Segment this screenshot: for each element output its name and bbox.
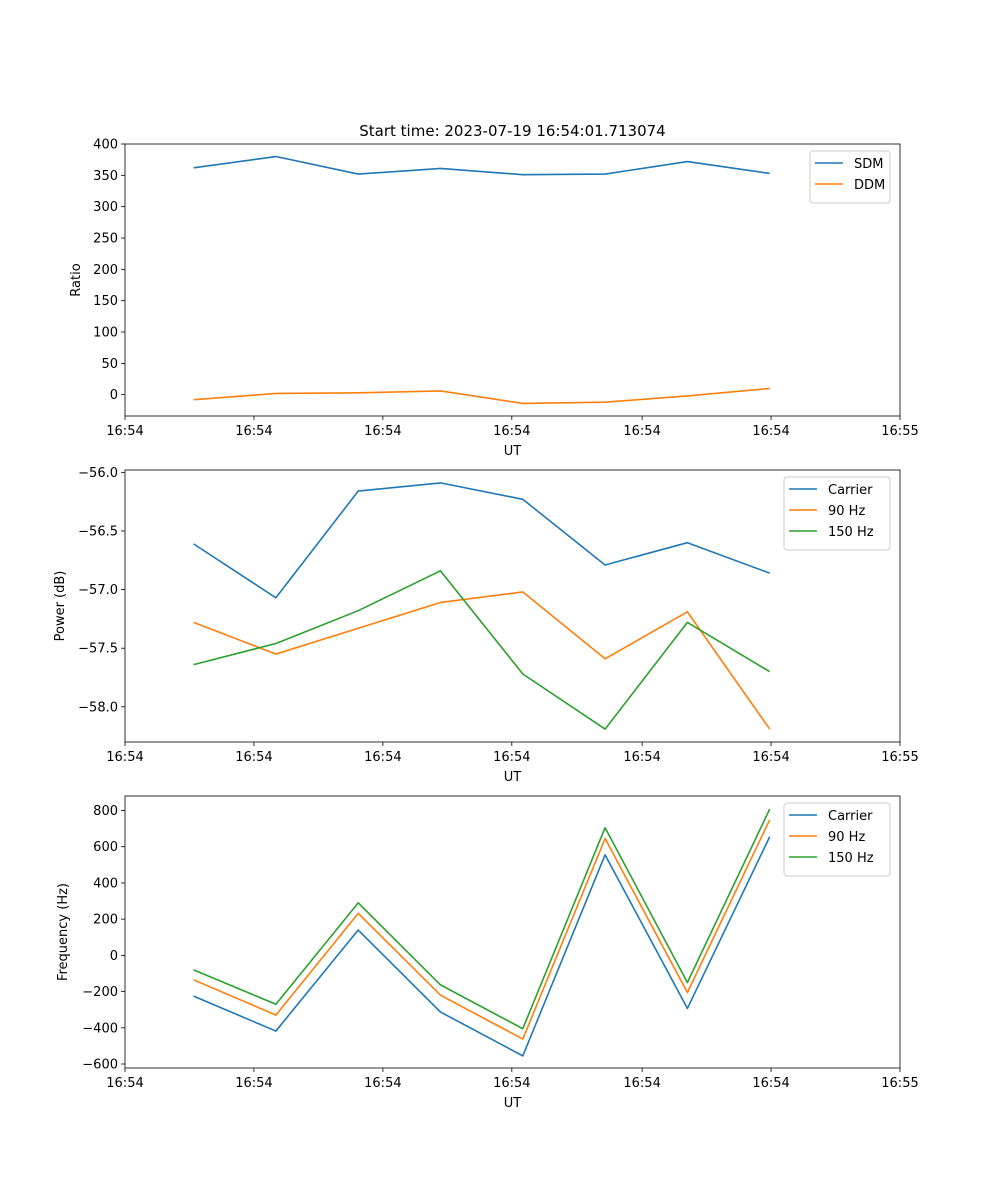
x-tick-label: 16:54 xyxy=(623,750,660,765)
y-axis-label: Frequency (Hz) xyxy=(56,883,71,981)
x-tick-label: 16:54 xyxy=(364,1076,401,1091)
legend-label: 150 Hz xyxy=(828,851,874,866)
chart-panel-2: 16:54 16:54 16:54 16:54 16:54 16:54 16:55 −58.0… xyxy=(53,466,919,785)
y-tick-label: 400 xyxy=(93,876,118,891)
x-tick-label: 16:54 xyxy=(235,1076,272,1091)
axes-frame xyxy=(124,469,901,743)
chart-panel-3: 16:54 16:54 16:54 16:54 16:54 16:54 16:55 −600 −… xyxy=(56,795,919,1111)
x-tick-label: 16:54 xyxy=(623,424,660,439)
y-tick-label: −56.0 xyxy=(78,466,118,481)
series-line-90-hz xyxy=(193,819,771,1040)
y-tick-label: 800 xyxy=(93,804,118,819)
y-tick-label: 0 xyxy=(110,388,118,403)
x-tick-label: 16:55 xyxy=(881,424,918,439)
series-line-carrier xyxy=(193,836,771,1057)
x-tick-label: 16:55 xyxy=(881,750,918,765)
y-tick-label: 0 xyxy=(110,949,118,964)
x-tick-label: 16:54 xyxy=(493,1076,530,1091)
legend-label: 90 Hz xyxy=(828,830,865,845)
y-tick-label: 200 xyxy=(93,913,118,928)
y-tick-label: 250 xyxy=(93,232,118,247)
y-tick-label: 300 xyxy=(93,200,118,215)
figure-title: Start time: 2023-07-19 16:54:01.713074 xyxy=(359,122,665,140)
plots-group: 16:54 16:54 16:54 16:54 16:54 16:54 16:55 0 50 10… xyxy=(53,138,919,1112)
legend-label: SDM xyxy=(854,157,883,172)
y-tick-label: 400 xyxy=(93,138,118,153)
x-tick-label: 16:54 xyxy=(752,750,789,765)
legend-label: 150 Hz xyxy=(828,525,874,540)
y-tick-label: 200 xyxy=(93,263,118,278)
y-tick-label: −600 xyxy=(82,1058,118,1073)
y-tick-label: 350 xyxy=(93,169,118,184)
legend-label: DDM xyxy=(854,178,885,193)
x-tick-label: 16:54 xyxy=(623,1076,660,1091)
x-tick-label: 16:54 xyxy=(106,1076,143,1091)
y-tick-label: −56.5 xyxy=(78,524,118,539)
y-tick-label: −57.5 xyxy=(78,642,118,657)
x-tick-label: 16:54 xyxy=(493,424,530,439)
x-tick-label: 16:54 xyxy=(106,750,143,765)
series-line-150-hz xyxy=(193,570,771,730)
x-tick-label: 16:54 xyxy=(364,424,401,439)
x-tick-label: 16:54 xyxy=(493,750,530,765)
legend-label: 90 Hz xyxy=(828,504,865,519)
legend-label: Carrier xyxy=(828,809,873,824)
x-tick-label: 16:54 xyxy=(235,750,272,765)
y-tick-label: −58.0 xyxy=(78,700,118,715)
y-tick-label: 150 xyxy=(93,294,118,309)
x-axis-label: UT xyxy=(504,1096,522,1111)
axes-frame xyxy=(124,795,901,1069)
legend: SDM DDM xyxy=(809,150,891,204)
y-tick-label: 100 xyxy=(93,326,118,341)
legend-label: Carrier xyxy=(828,483,873,498)
axes-frame xyxy=(124,143,901,417)
x-tick-label: 16:54 xyxy=(364,750,401,765)
y-axis-label: Power (dB) xyxy=(53,571,68,642)
chart-panel-1: 16:54 16:54 16:54 16:54 16:54 16:54 16:55 0 50 10… xyxy=(69,138,919,460)
legend-frame xyxy=(809,150,891,204)
y-axis-label: Ratio xyxy=(69,263,84,296)
series-line-sdm xyxy=(193,155,770,176)
series-line-150-hz xyxy=(193,808,771,1030)
y-tick-label: 600 xyxy=(93,840,118,855)
series-line-ddm xyxy=(193,387,770,405)
series-line-90-hz xyxy=(193,591,771,730)
y-tick-label: −57.0 xyxy=(78,583,118,598)
x-tick-label: 16:54 xyxy=(752,1076,789,1091)
y-tick-label: −200 xyxy=(82,985,118,1000)
x-tick-label: 16:54 xyxy=(752,424,789,439)
legend: Carrier 90 Hz 150 Hz xyxy=(783,802,891,877)
x-axis-label: UT xyxy=(504,444,522,459)
x-tick-label: 16:54 xyxy=(106,424,143,439)
x-tick-label: 16:54 xyxy=(235,424,272,439)
x-axis-label: UT xyxy=(504,770,522,785)
series-line-carrier xyxy=(193,482,770,599)
y-tick-label: 50 xyxy=(101,357,118,372)
y-tick-label: −400 xyxy=(82,1021,118,1036)
x-tick-label: 16:55 xyxy=(881,1076,918,1091)
legend: Carrier 90 Hz 150 Hz xyxy=(783,476,891,551)
